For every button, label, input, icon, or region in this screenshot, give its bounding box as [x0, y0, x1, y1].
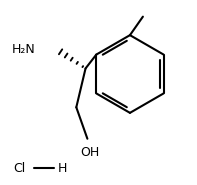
Text: H₂N: H₂N	[12, 43, 36, 56]
Text: OH: OH	[81, 146, 100, 159]
Text: H: H	[58, 162, 67, 175]
Text: Cl: Cl	[13, 162, 25, 175]
